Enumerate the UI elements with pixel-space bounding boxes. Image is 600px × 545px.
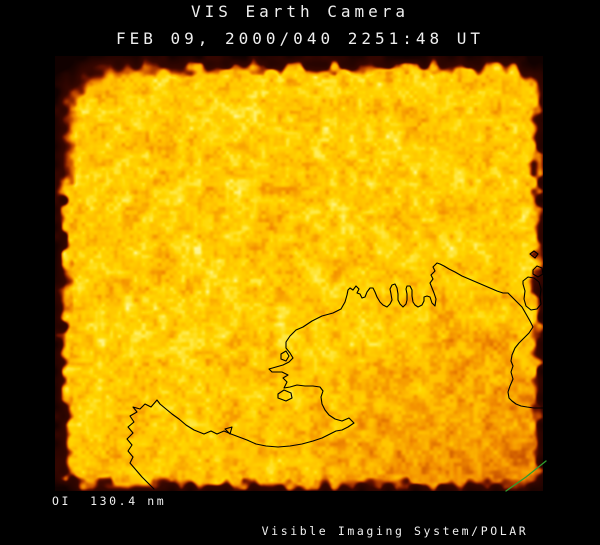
wavelength-label: OI 130.4 nm — [52, 494, 167, 508]
credit-block: Visible Imaging System/POLAR The Univers… — [190, 494, 600, 545]
page-title: VIS Earth Camera — [190, 2, 410, 21]
camera-image — [55, 56, 543, 491]
timestamp: FEB 09, 2000/040 2251:48 UT — [115, 29, 485, 48]
credit-line-1: Visible Imaging System/POLAR — [261, 524, 529, 538]
